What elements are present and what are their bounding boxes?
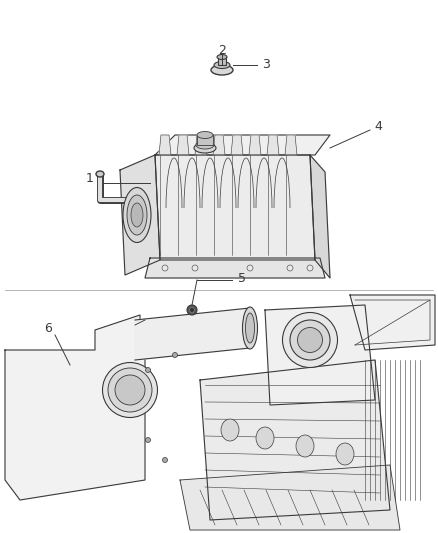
Ellipse shape	[194, 143, 216, 153]
Ellipse shape	[127, 195, 147, 235]
Text: 4: 4	[374, 119, 382, 133]
Ellipse shape	[256, 427, 274, 449]
Ellipse shape	[297, 327, 322, 352]
Circle shape	[190, 308, 194, 312]
Ellipse shape	[211, 65, 233, 75]
Circle shape	[307, 265, 313, 271]
Circle shape	[162, 265, 168, 271]
Circle shape	[287, 265, 293, 271]
Ellipse shape	[108, 368, 152, 412]
Polygon shape	[249, 135, 261, 155]
Polygon shape	[145, 258, 325, 278]
Polygon shape	[285, 135, 297, 155]
Ellipse shape	[102, 362, 158, 417]
Bar	[218, 57, 226, 65]
Text: 3: 3	[262, 59, 270, 71]
Ellipse shape	[296, 435, 314, 457]
Circle shape	[192, 265, 198, 271]
Circle shape	[145, 438, 151, 442]
Polygon shape	[155, 135, 330, 155]
Ellipse shape	[246, 313, 254, 343]
Polygon shape	[177, 135, 189, 155]
Polygon shape	[155, 155, 315, 260]
Circle shape	[247, 265, 253, 271]
Text: 5: 5	[238, 271, 246, 285]
Bar	[197, 135, 213, 145]
Polygon shape	[265, 305, 375, 405]
Ellipse shape	[196, 141, 214, 149]
Ellipse shape	[115, 375, 145, 405]
Polygon shape	[350, 295, 435, 350]
Polygon shape	[200, 360, 390, 520]
Ellipse shape	[96, 171, 104, 177]
Polygon shape	[180, 465, 400, 530]
Polygon shape	[5, 315, 210, 500]
Ellipse shape	[290, 320, 330, 360]
Text: 1: 1	[86, 172, 94, 184]
Text: 2: 2	[218, 44, 226, 56]
Circle shape	[173, 352, 177, 358]
Ellipse shape	[243, 307, 258, 349]
Polygon shape	[267, 135, 279, 155]
Ellipse shape	[221, 419, 239, 441]
Polygon shape	[195, 135, 207, 155]
Ellipse shape	[123, 188, 151, 243]
Ellipse shape	[336, 443, 354, 465]
Ellipse shape	[217, 54, 227, 60]
Polygon shape	[310, 155, 330, 278]
Polygon shape	[120, 155, 160, 275]
Circle shape	[145, 367, 151, 373]
Ellipse shape	[197, 132, 213, 139]
Circle shape	[187, 305, 197, 315]
Ellipse shape	[283, 312, 338, 367]
Polygon shape	[159, 135, 171, 155]
Polygon shape	[135, 308, 250, 360]
Polygon shape	[213, 135, 225, 155]
Polygon shape	[231, 135, 243, 155]
Text: 6: 6	[44, 321, 52, 335]
Ellipse shape	[214, 61, 230, 69]
Ellipse shape	[131, 203, 143, 227]
Circle shape	[162, 457, 167, 463]
